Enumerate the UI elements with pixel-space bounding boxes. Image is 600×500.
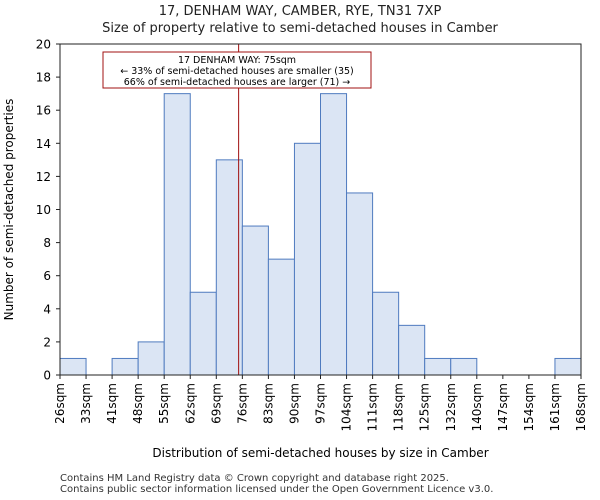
x-tick-label: 147sqm — [496, 383, 510, 431]
y-tick-label: 12 — [36, 170, 51, 184]
histogram-bar — [59, 357, 87, 376]
x-tick-label: 76sqm — [235, 383, 249, 424]
y-tick-label: 20 — [36, 38, 51, 52]
y-tick-label: 18 — [36, 71, 51, 85]
y-tick-label: 16 — [36, 104, 51, 118]
y-tick-label: 14 — [36, 137, 51, 151]
histogram-bar — [111, 357, 139, 376]
chart-subtitle: Size of property relative to semi-detach… — [102, 21, 498, 36]
annotation-line-2: ← 33% of semi-detached houses are smalle… — [120, 66, 354, 77]
histogram-bar — [215, 159, 243, 376]
x-tick-label: 55sqm — [157, 383, 171, 424]
annotation-line-3: 66% of semi-detached houses are larger (… — [124, 77, 351, 88]
footer-copyright: Contains HM Land Registry data © Crown c… — [60, 473, 449, 484]
x-tick-label: 118sqm — [392, 383, 406, 431]
x-tick-label: 97sqm — [314, 383, 328, 424]
footer-licence: Contains public sector information licen… — [60, 484, 494, 495]
histogram-bar — [137, 341, 165, 376]
histogram-bar — [293, 142, 322, 376]
x-tick-label: 125sqm — [418, 383, 432, 431]
x-tick-label: 26sqm — [53, 383, 67, 424]
annotation-line-1: 17 DENHAM WAY: 75sqm — [178, 55, 296, 66]
annotation-box — [102, 51, 372, 89]
x-tick-label: 104sqm — [340, 383, 354, 431]
histogram-bar — [398, 324, 426, 376]
histogram-bar — [189, 291, 217, 376]
y-tick-label: 6 — [43, 269, 51, 283]
y-tick-label: 8 — [43, 236, 51, 250]
x-tick-label: 154sqm — [522, 383, 536, 431]
x-tick-label: 90sqm — [287, 383, 301, 424]
histogram-bar — [346, 192, 374, 376]
x-tick-label: 111sqm — [366, 383, 380, 431]
y-axis-label: Number of semi-detached properties — [2, 99, 16, 321]
x-tick-label: 140sqm — [470, 383, 484, 431]
chart-title: 17, DENHAM WAY, CAMBER, RYE, TN31 7XP — [158, 4, 442, 19]
y-tick-label: 2 — [43, 335, 51, 349]
x-tick-label: 62sqm — [183, 383, 197, 424]
histogram-bar — [320, 93, 348, 376]
histogram-bar — [372, 291, 400, 376]
histogram-bar — [424, 357, 452, 376]
plot-frame — [59, 43, 582, 376]
x-tick-label: 48sqm — [131, 383, 145, 424]
histogram-bar — [554, 357, 582, 376]
x-tick-label: 33sqm — [79, 383, 93, 424]
histogram-bar — [163, 93, 191, 376]
y-tick-label: 10 — [36, 203, 51, 217]
x-tick-label: 161sqm — [548, 383, 562, 431]
x-tick-label: 168sqm — [574, 383, 588, 431]
histogram-bar — [450, 357, 478, 376]
x-tick-label: 69sqm — [209, 383, 223, 424]
histogram-bar — [241, 225, 269, 376]
histogram-bar — [267, 258, 295, 376]
y-tick-label: 0 — [43, 369, 51, 383]
x-tick-label: 83sqm — [261, 383, 275, 424]
x-axis-label: Distribution of semi-detached houses by … — [152, 446, 488, 460]
x-tick-label: 132sqm — [444, 383, 458, 431]
x-tick-label: 41sqm — [105, 383, 119, 424]
y-tick-label: 4 — [43, 302, 51, 316]
